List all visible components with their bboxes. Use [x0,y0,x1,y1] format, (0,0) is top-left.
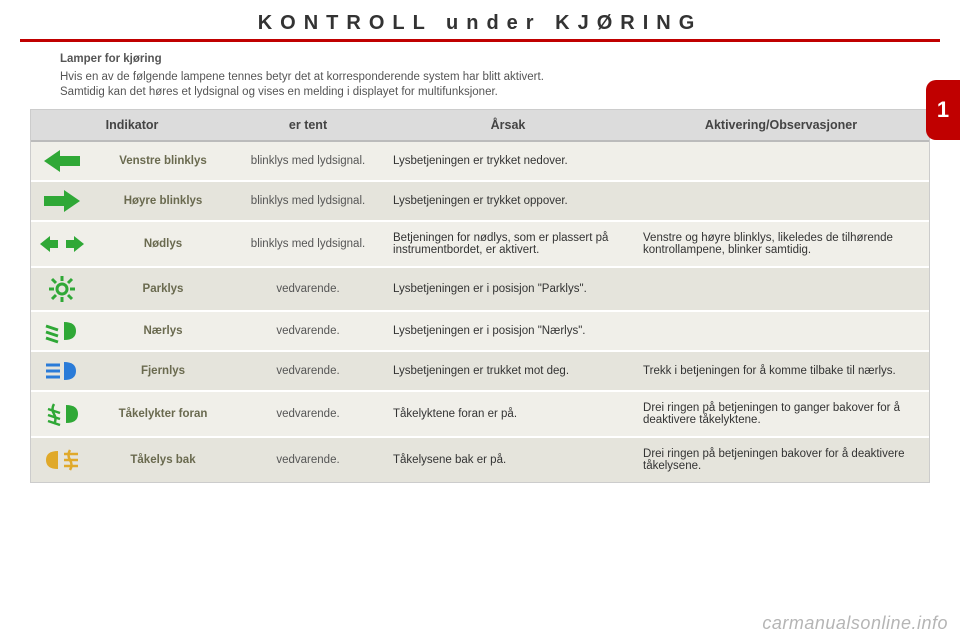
table-row: Høyre blinklysblinklys med lydsignal.Lys… [31,181,929,221]
akt-cell [633,311,929,351]
section-badge: 1 [926,80,960,140]
tent-cell: vedvarende. [233,437,383,482]
akt-cell: Drei ringen på betjeningen to ganger bak… [633,391,929,437]
indicator-cell: Høyre blinklys [93,181,233,221]
indicator-cell: Tåkelykter foran [93,391,233,437]
table-row: Parklysvedvarende.Lysbetjeningen er i po… [31,267,929,311]
page-title: KONTROLL under KJØRING [0,0,960,39]
arrow-right-icon [31,181,93,221]
indicator-cell: Nærlys [93,311,233,351]
indicator-cell: Tåkelys bak [93,437,233,482]
arsak-cell: Betjeningen for nødlys, som er plassert … [383,221,633,267]
table-row: Fjernlysvedvarende.Lysbetjeningen er tru… [31,351,929,391]
table-row: Tåkelykter foranvedvarende.Tåkelyktene f… [31,391,929,437]
header-tent: er tent [233,110,383,141]
indicator-cell: Nødlys [93,221,233,267]
hazard-icon [31,221,93,267]
tent-cell: vedvarende. [233,391,383,437]
akt-cell [633,141,929,181]
arsak-cell: Lysbetjeningen er trykket oppover. [383,181,633,221]
akt-cell [633,267,929,311]
intro-block: Lamper for kjøring Hvis en av de følgend… [0,42,960,109]
header-akt: Aktivering/Observasjoner [633,110,929,141]
arsak-cell: Tåkelyktene foran er på. [383,391,633,437]
arsak-cell: Lysbetjeningen er trukket mot deg. [383,351,633,391]
tent-cell: blinklys med lydsignal. [233,141,383,181]
intro-line1: Hvis en av de følgende lampene tennes be… [60,71,544,83]
table-row: Tåkelys bakvedvarende.Tåkelysene bak er … [31,437,929,482]
header-indikator: Indikator [31,110,233,141]
arrow-left-icon [31,141,93,181]
fogfront-icon [31,391,93,437]
indicator-table: Indikator er tent Årsak Aktivering/Obser… [30,109,930,483]
fogrear-icon [31,437,93,482]
tent-cell: blinklys med lydsignal. [233,181,383,221]
indicator-cell: Venstre blinklys [93,141,233,181]
akt-cell: Drei ringen på betjeningen bakover for å… [633,437,929,482]
arsak-cell: Tåkelysene bak er på. [383,437,633,482]
highbeam-icon [31,351,93,391]
arsak-cell: Lysbetjeningen er i posisjon "Parklys". [383,267,633,311]
tent-cell: vedvarende. [233,351,383,391]
tent-cell: blinklys med lydsignal. [233,221,383,267]
tent-cell: vedvarende. [233,267,383,311]
indicator-cell: Fjernlys [93,351,233,391]
tent-cell: vedvarende. [233,311,383,351]
intro-title: Lamper for kjøring [60,52,900,68]
akt-cell: Venstre og høyre blinklys, likeledes de … [633,221,929,267]
indicator-cell: Parklys [93,267,233,311]
parklys-icon [31,267,93,311]
header-arsak: Årsak [383,110,633,141]
lowbeam-icon [31,311,93,351]
akt-cell [633,181,929,221]
table-row: Venstre blinklysblinklys med lydsignal.L… [31,141,929,181]
arsak-cell: Lysbetjeningen er trykket nedover. [383,141,633,181]
table-header-row: Indikator er tent Årsak Aktivering/Obser… [31,110,929,141]
table-row: Nærlysvedvarende.Lysbetjeningen er i pos… [31,311,929,351]
arsak-cell: Lysbetjeningen er i posisjon "Nærlys". [383,311,633,351]
watermark: carmanualsonline.info [762,613,948,634]
akt-cell: Trekk i betjeningen for å komme tilbake … [633,351,929,391]
intro-line2: Samtidig kan det høres et lydsignal og v… [60,86,498,98]
table-row: Nødlysblinklys med lydsignal.Betjeningen… [31,221,929,267]
